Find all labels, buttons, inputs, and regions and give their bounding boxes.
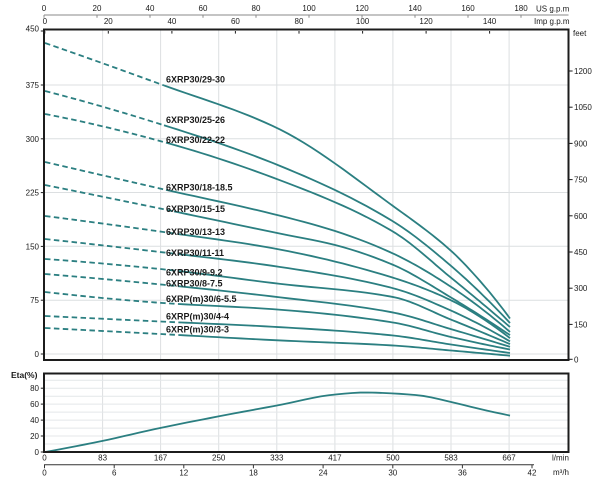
svg-text:0: 0 xyxy=(35,448,40,457)
svg-text:6XRP30/29-30: 6XRP30/29-30 xyxy=(166,75,225,85)
svg-text:0: 0 xyxy=(35,350,40,359)
svg-text:140: 140 xyxy=(408,4,422,13)
svg-text:6XRP(m)30/4-4: 6XRP(m)30/4-4 xyxy=(166,311,229,321)
svg-text:417: 417 xyxy=(328,454,342,463)
svg-text:30: 30 xyxy=(388,469,397,478)
svg-text:20: 20 xyxy=(30,432,39,441)
svg-text:40: 40 xyxy=(167,17,176,26)
svg-text:333: 333 xyxy=(270,454,284,463)
svg-text:m³/h: m³/h xyxy=(553,468,569,477)
svg-text:100: 100 xyxy=(302,4,316,13)
svg-text:6XRP30/15-15: 6XRP30/15-15 xyxy=(166,204,225,214)
svg-text:feet: feet xyxy=(573,29,587,38)
svg-text:100: 100 xyxy=(356,17,370,26)
svg-text:Eta(%): Eta(%) xyxy=(11,370,38,380)
svg-text:1200: 1200 xyxy=(574,67,592,76)
svg-text:375: 375 xyxy=(26,81,40,90)
svg-text:6: 6 xyxy=(112,469,117,478)
svg-text:6XRP30/22-22: 6XRP30/22-22 xyxy=(166,135,225,145)
svg-text:42: 42 xyxy=(528,469,537,478)
svg-text:225: 225 xyxy=(26,189,40,198)
svg-text:60: 60 xyxy=(231,17,240,26)
svg-text:120: 120 xyxy=(355,4,369,13)
svg-text:40: 40 xyxy=(146,4,155,13)
svg-text:0: 0 xyxy=(574,355,579,364)
svg-text:18: 18 xyxy=(249,469,258,478)
svg-text:900: 900 xyxy=(574,139,588,148)
svg-text:24: 24 xyxy=(319,469,328,478)
svg-text:1050: 1050 xyxy=(574,103,592,112)
svg-text:Imp g.p.m: Imp g.p.m xyxy=(534,17,570,26)
svg-text:0: 0 xyxy=(42,4,47,13)
svg-text:6XRP30/25-26: 6XRP30/25-26 xyxy=(166,115,225,125)
svg-text:160: 160 xyxy=(461,4,475,13)
svg-text:140: 140 xyxy=(483,17,497,26)
svg-text:40: 40 xyxy=(30,416,39,425)
svg-text:6XRP30/18-18.5: 6XRP30/18-18.5 xyxy=(166,182,233,192)
svg-text:167: 167 xyxy=(154,454,168,463)
svg-text:6XRP30/11-11: 6XRP30/11-11 xyxy=(166,248,224,258)
svg-text:583: 583 xyxy=(444,454,458,463)
svg-text:150: 150 xyxy=(574,320,588,329)
svg-text:150: 150 xyxy=(26,242,40,251)
svg-text:36: 36 xyxy=(458,469,467,478)
svg-text:80: 80 xyxy=(30,384,39,393)
svg-text:20: 20 xyxy=(93,4,102,13)
svg-text:500: 500 xyxy=(386,454,400,463)
svg-text:83: 83 xyxy=(98,454,107,463)
svg-text:6XRP30/8-7.5: 6XRP30/8-7.5 xyxy=(166,278,223,288)
svg-text:12: 12 xyxy=(179,469,188,478)
svg-text:0: 0 xyxy=(42,454,47,463)
svg-text:180: 180 xyxy=(514,4,528,13)
svg-text:0: 0 xyxy=(43,17,48,26)
svg-text:80: 80 xyxy=(295,17,304,26)
svg-text:20: 20 xyxy=(104,17,113,26)
svg-text:0: 0 xyxy=(42,469,47,478)
svg-text:667: 667 xyxy=(502,454,516,463)
svg-text:450: 450 xyxy=(26,24,40,33)
svg-text:750: 750 xyxy=(574,176,588,185)
svg-text:6XRP(m)30/6-5.5: 6XRP(m)30/6-5.5 xyxy=(166,294,237,304)
svg-text:US g.p.m: US g.p.m xyxy=(536,5,570,14)
svg-text:120: 120 xyxy=(419,17,433,26)
svg-text:75: 75 xyxy=(30,296,39,305)
svg-text:6XRP30/9-9.2: 6XRP30/9-9.2 xyxy=(166,268,223,278)
svg-text:300: 300 xyxy=(574,284,588,293)
svg-text:60: 60 xyxy=(30,400,39,409)
svg-text:600: 600 xyxy=(574,212,588,221)
svg-text:80: 80 xyxy=(252,4,261,13)
svg-text:60: 60 xyxy=(199,4,208,13)
svg-text:450: 450 xyxy=(574,248,588,257)
svg-text:250: 250 xyxy=(212,454,226,463)
svg-text:6XRP30/13-13: 6XRP30/13-13 xyxy=(166,227,225,237)
svg-text:300: 300 xyxy=(26,135,40,144)
svg-text:6XRP(m)30/3-3: 6XRP(m)30/3-3 xyxy=(166,325,229,335)
svg-text:l/min: l/min xyxy=(552,454,569,463)
